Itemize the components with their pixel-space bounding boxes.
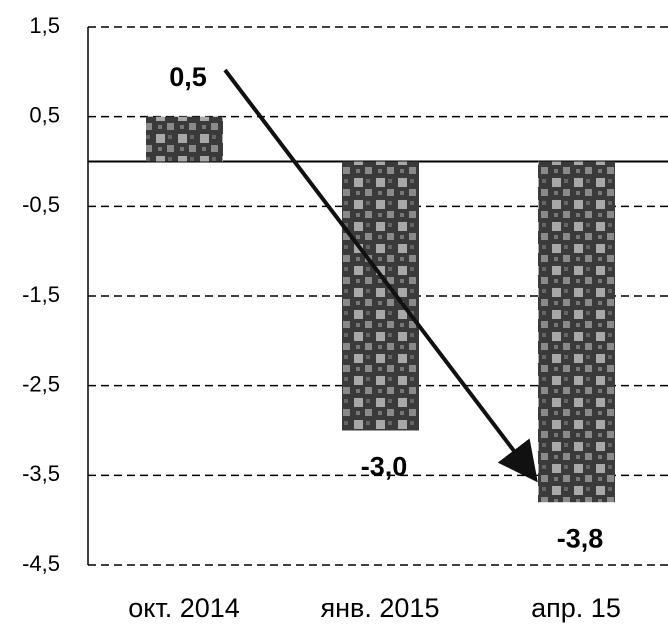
y-tick-label: -3,5 [22,461,60,486]
x-tick-label: апр. 15 [531,593,621,623]
trend-arrow [223,68,538,483]
y-tick-label: -1,5 [22,282,60,307]
value-label: 0,5 [169,62,207,92]
bar [342,161,419,431]
x-tick-label: янв. 2015 [321,593,440,623]
y-tick-label: -4,5 [22,551,60,576]
value-label: -3,0 [361,452,408,482]
bar [146,116,223,162]
plot-area: 1,5 0,5 -0,5 -1,5 -2,5 -3,5 -4,5 окт. 2014 0,5 ян… [22,13,668,623]
y-tick-label: -0,5 [22,192,60,217]
value-label: -3,8 [557,523,604,553]
y-tick-label: 1,5 [29,13,60,38]
x-tick-label: окт. 2014 [128,593,240,623]
bar [538,161,615,503]
y-tick-label: 0,5 [29,102,60,127]
y-tick-label: -2,5 [22,371,60,396]
